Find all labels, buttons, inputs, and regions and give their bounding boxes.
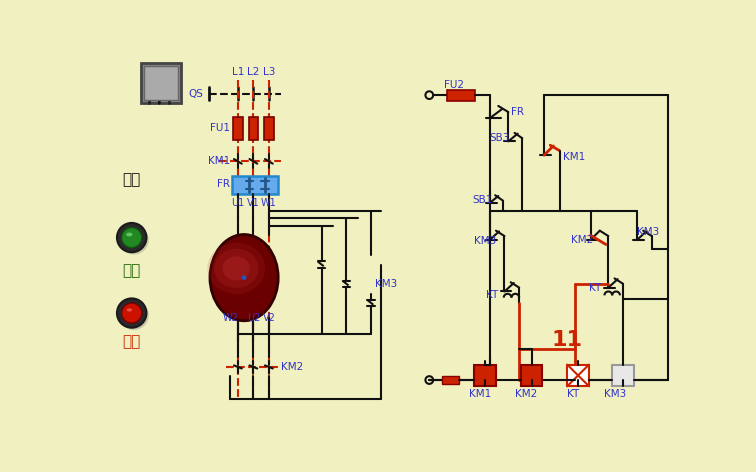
Bar: [265, 117, 274, 140]
Text: U1: U1: [231, 198, 244, 208]
Text: 11: 11: [552, 330, 583, 350]
Text: W1: W1: [261, 198, 277, 208]
Bar: [233, 117, 243, 140]
Text: KM1: KM1: [208, 156, 230, 166]
Bar: [141, 63, 181, 103]
Text: L3: L3: [262, 67, 275, 77]
Ellipse shape: [223, 256, 250, 280]
Text: L1: L1: [231, 67, 244, 77]
Text: KM3: KM3: [474, 236, 497, 246]
Text: KT: KT: [589, 283, 601, 293]
Text: KT: KT: [486, 290, 498, 300]
Ellipse shape: [119, 225, 149, 254]
Text: KM3: KM3: [375, 279, 398, 289]
Text: QS: QS: [188, 89, 203, 99]
Ellipse shape: [126, 233, 132, 236]
Text: SB1: SB1: [472, 195, 493, 205]
Text: 停止: 停止: [122, 334, 141, 349]
Circle shape: [117, 298, 147, 328]
Text: KM3: KM3: [604, 389, 627, 399]
Text: 启动: 启动: [122, 263, 141, 278]
Bar: [144, 66, 178, 100]
Circle shape: [242, 275, 246, 280]
Text: W2: W2: [222, 313, 238, 323]
Text: KM3: KM3: [637, 227, 659, 237]
Text: KM1: KM1: [562, 152, 585, 162]
Bar: [474, 365, 496, 386]
Text: KT: KT: [566, 389, 579, 399]
Ellipse shape: [127, 308, 132, 312]
Text: FU2: FU2: [444, 80, 464, 90]
Circle shape: [117, 223, 147, 252]
Text: FU1: FU1: [210, 123, 230, 133]
Text: V2: V2: [262, 313, 275, 323]
Ellipse shape: [207, 243, 265, 294]
Circle shape: [122, 303, 142, 323]
Bar: [612, 365, 634, 386]
Text: V1: V1: [247, 198, 260, 208]
Text: FR: FR: [512, 107, 525, 117]
Bar: [442, 376, 459, 384]
Bar: [521, 365, 543, 386]
Ellipse shape: [214, 249, 259, 288]
Bar: [231, 176, 278, 194]
Text: KM2: KM2: [515, 389, 538, 399]
Text: KM1: KM1: [469, 389, 491, 399]
Bar: [249, 117, 258, 140]
Text: U2: U2: [246, 313, 260, 323]
Text: L2: L2: [247, 67, 259, 77]
Bar: [567, 365, 589, 386]
Text: SB3: SB3: [490, 133, 510, 143]
Ellipse shape: [119, 301, 149, 330]
Text: FR: FR: [217, 179, 230, 189]
Circle shape: [122, 228, 142, 248]
Bar: [447, 90, 475, 101]
Text: KM2: KM2: [571, 235, 593, 245]
Text: 电源: 电源: [122, 172, 141, 187]
Ellipse shape: [210, 235, 278, 321]
Text: KM2: KM2: [280, 362, 302, 372]
